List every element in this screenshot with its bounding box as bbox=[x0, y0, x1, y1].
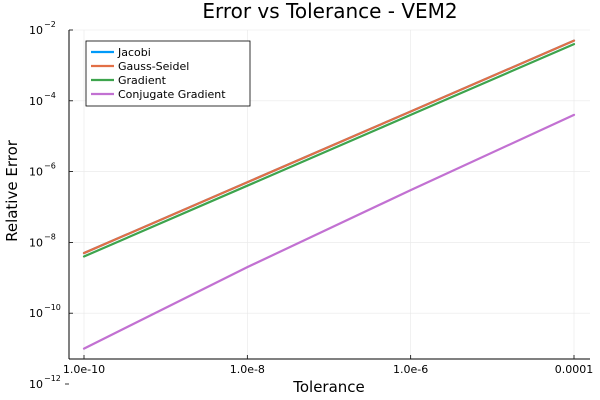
y-tick-label: 10 bbox=[29, 307, 43, 320]
legend-label: Jacobi bbox=[117, 46, 151, 59]
x-tick-label: 1.0e-6 bbox=[393, 363, 428, 376]
y-axis-label: Relative Error bbox=[3, 139, 21, 242]
y-tick-exponent: −2 bbox=[44, 20, 56, 29]
y-tick-label: 10 bbox=[29, 24, 43, 37]
y-tick-label: 10 bbox=[29, 166, 43, 179]
y-tick-exponent: −6 bbox=[44, 162, 56, 171]
legend-label: Conjugate Gradient bbox=[118, 88, 226, 101]
x-tick-label: 1.0e-10 bbox=[63, 363, 105, 376]
y-tick-label: 10 bbox=[29, 95, 43, 108]
series-line-conjugate-gradient bbox=[82, 113, 576, 350]
legend-label: Gauss-Seidel bbox=[118, 60, 189, 73]
y-tick-exponent: −12 bbox=[44, 374, 61, 383]
y-tick-exponent: −4 bbox=[44, 91, 56, 100]
series-line-gradient bbox=[82, 42, 576, 258]
chart-title: Error vs Tolerance - VEM2 bbox=[202, 0, 457, 23]
x-tick-label: 1.0e-8 bbox=[230, 363, 265, 376]
y-tick-label: 10 bbox=[29, 378, 43, 391]
y-tick-exponent: −10 bbox=[44, 303, 61, 312]
series-line-gauss-seidel bbox=[82, 39, 576, 255]
x-tick-label: 0.0001 bbox=[555, 363, 594, 376]
legend-label: Gradient bbox=[118, 74, 167, 87]
y-tick-label: 10 bbox=[29, 236, 43, 249]
series-layer bbox=[82, 39, 576, 350]
y-tick-exponent: −8 bbox=[44, 232, 56, 241]
x-axis-label: Tolerance bbox=[292, 378, 365, 396]
